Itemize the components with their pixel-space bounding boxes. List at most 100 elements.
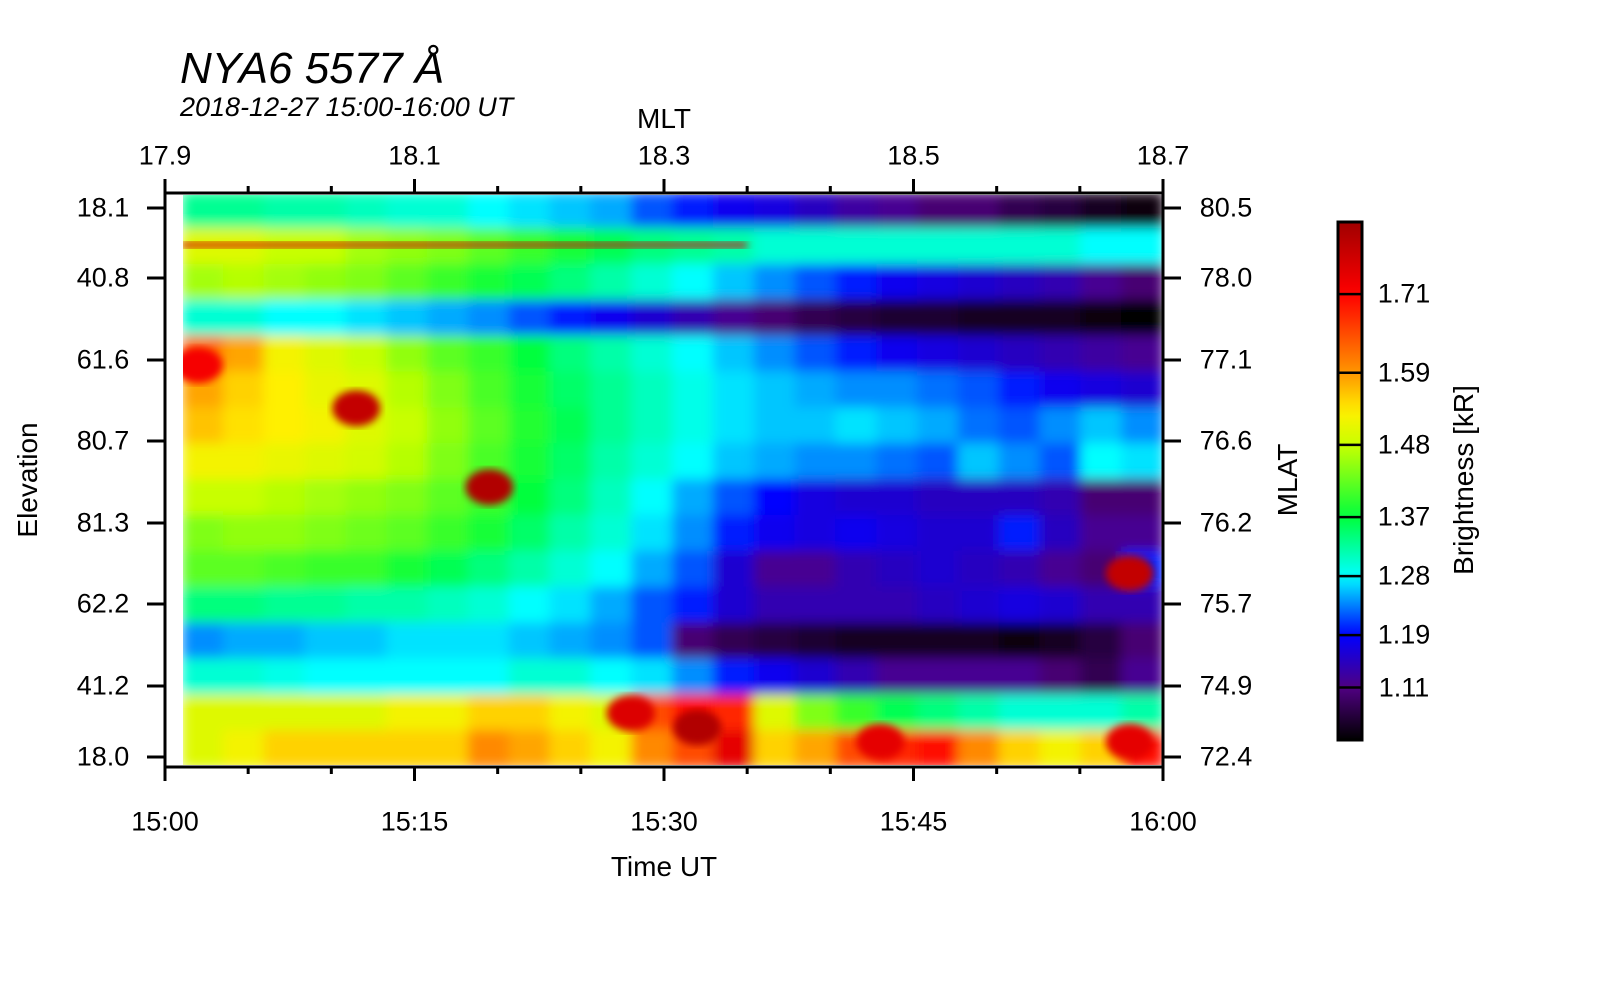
heatmap-cell: [794, 371, 838, 410]
heatmap-cell: [386, 622, 429, 661]
heatmap-cell: [876, 586, 919, 625]
heatmap-cell: [753, 694, 797, 733]
heatmap-cell: [672, 195, 715, 230]
heatmap-cell: [467, 195, 511, 230]
heatmap-cell: [386, 694, 429, 733]
heatmap-cell: [998, 550, 1042, 589]
heatmap-cell: [467, 263, 511, 302]
heatmap-cell: [631, 586, 674, 625]
colorbar-tick-label: 1.59: [1377, 357, 1431, 388]
heatmap-cell: [876, 514, 919, 553]
heatmap-cell: [876, 550, 919, 589]
heatmap-cell: [957, 335, 1001, 374]
heatmap-cell: [1080, 335, 1124, 374]
heatmap-cell: [835, 335, 879, 374]
heatmap-cell: [917, 263, 960, 302]
heatmap-cell: [998, 443, 1042, 481]
heatmap-cell: [712, 586, 756, 625]
heatmap-cell: [549, 371, 593, 410]
x-tick-label: 16:00: [1129, 806, 1197, 837]
bright-spot: [465, 469, 514, 506]
heatmap-cell: [304, 335, 348, 374]
heatmap-cell: [590, 550, 634, 589]
heatmap-cell: [672, 586, 715, 625]
heatmap-cell: [304, 479, 348, 517]
heatmap-cell: [998, 263, 1042, 302]
top-x-tick-label: 18.3: [637, 140, 691, 171]
heatmap-cell: [345, 443, 389, 481]
heatmap-cell: [712, 299, 756, 338]
heatmap-cell: [590, 371, 634, 410]
heatmap-cell: [304, 443, 348, 481]
heatmap-cell: [427, 335, 470, 374]
heatmap-cell: [631, 371, 674, 410]
heatmap-cell: [386, 514, 429, 553]
heatmap-cell: [508, 407, 552, 446]
heatmap-cell: [957, 263, 1001, 302]
heatmap-cell: [590, 443, 634, 481]
heatmap-cell: [222, 550, 266, 589]
heatmap-cell: [222, 443, 266, 481]
heatmap-cell: [917, 195, 960, 230]
heatmap-cell: [672, 479, 715, 517]
heatmap-cell: [467, 730, 511, 765]
heatmap-cell: [753, 443, 797, 481]
heatmap-cell: [672, 263, 715, 302]
heatmap-cell: [263, 586, 307, 625]
heatmap-cell: [508, 371, 552, 410]
heatmap-cell: [998, 195, 1042, 230]
heatmap-cell: [263, 730, 307, 765]
heatmap-cell: [672, 622, 715, 661]
heatmap-cell: [1121, 299, 1163, 338]
heatmap-cell: [304, 730, 348, 765]
heatmap-cell: [183, 514, 225, 553]
heatmap-cell: [263, 195, 307, 230]
heatmap-cell: [304, 514, 348, 553]
heatmap-cell: [672, 550, 715, 589]
heatmap-cell: [917, 407, 960, 446]
heatmap-cell: [427, 407, 470, 446]
heatmap-cell: [263, 694, 307, 733]
heatmap-cell: [549, 443, 593, 481]
heatmap-cell: [1080, 195, 1124, 230]
x-tick-label: 15:45: [879, 806, 948, 837]
heatmap-cell: [957, 195, 1001, 230]
heatmap-cell: [835, 371, 879, 410]
heatmap-cell: [508, 622, 552, 661]
heatmap-cell: [631, 407, 674, 446]
heatmap-cell: [590, 730, 634, 765]
heatmap-cell: [631, 622, 674, 661]
heatmap-cell: [386, 479, 429, 517]
heatmap-cell: [957, 299, 1001, 338]
heatmap-cell: [427, 550, 470, 589]
heatmap-cell: [712, 514, 756, 553]
y-tick-label: 18.1: [76, 192, 130, 223]
heatmap-cell: [427, 694, 470, 733]
heatmap-cell: [753, 195, 797, 230]
heatmap-cell: [467, 371, 511, 410]
heatmap-cell: [631, 299, 674, 338]
heatmap-cell: [467, 586, 511, 625]
heatmap-cell: [753, 586, 797, 625]
heatmap-cell: [1039, 335, 1083, 374]
heatmap-cell: [508, 479, 552, 517]
heatmap-cell: [957, 550, 1001, 589]
heatmap-cell: [631, 730, 674, 765]
heatmap-cell: [1039, 586, 1083, 625]
heatmap-cell: [1039, 479, 1083, 517]
heatmap-cell: [386, 195, 429, 230]
heatmap-cell: [345, 335, 389, 374]
heatmap-cell: [917, 694, 960, 733]
heatmap-cell: [917, 550, 960, 589]
top-x-tick-label: 17.9: [138, 140, 192, 171]
top-x-tick-label: 18.7: [1136, 140, 1190, 171]
heatmap-cell: [263, 479, 307, 517]
heatmap-cell: [672, 443, 715, 481]
heatmap-cell: [508, 514, 552, 553]
bright-spot: [856, 723, 905, 760]
heatmap-cell: [1121, 407, 1163, 446]
heatmap-cell: [712, 443, 756, 481]
heatmap-cell: [222, 299, 266, 338]
heatmap-cell: [386, 299, 429, 338]
heatmap-cell: [590, 586, 634, 625]
